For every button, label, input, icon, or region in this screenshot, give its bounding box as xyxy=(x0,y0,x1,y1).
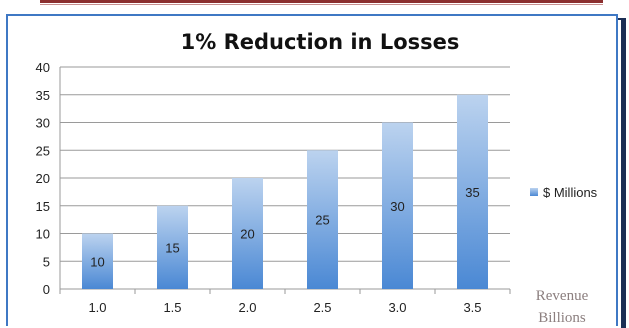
bar-data-label: 25 xyxy=(315,213,329,228)
y-tick-label: 15 xyxy=(36,199,50,214)
x-tick-label: 3.0 xyxy=(388,300,406,315)
bar-data-labels: 10 15 20 25 30 35 xyxy=(90,185,479,269)
gridlines xyxy=(59,66,511,294)
bar-data-label: 35 xyxy=(465,185,479,200)
x-tick-label: 2.0 xyxy=(238,300,256,315)
bar-data-label: 10 xyxy=(90,254,104,269)
y-tick-label: 10 xyxy=(36,227,50,242)
bar-3.5 xyxy=(457,94,488,289)
x-tick-label: 3.5 xyxy=(463,300,481,315)
header-rule xyxy=(40,0,603,3)
billions-note: Billions xyxy=(538,310,586,326)
y-tick-label: 40 xyxy=(36,60,50,75)
y-tick-label: 35 xyxy=(36,88,50,103)
y-axis-ticks: 0 5 10 15 20 25 30 35 40 xyxy=(36,60,50,297)
y-tick-label: 20 xyxy=(36,171,50,186)
legend-swatch xyxy=(530,188,538,196)
x-tick-label: 1.5 xyxy=(163,300,181,315)
bar-3.0 xyxy=(382,122,413,289)
bar-2.5 xyxy=(307,150,338,289)
bar-1.0 xyxy=(82,233,113,289)
y-tick-label: 5 xyxy=(43,254,50,269)
x-tick-label: 2.5 xyxy=(313,300,331,315)
legend: $ Millions xyxy=(530,185,598,200)
bar-2.0 xyxy=(232,178,263,289)
chart-title: 1% Reduction in Losses xyxy=(181,30,460,54)
bar-1.5 xyxy=(157,205,188,289)
bar-data-label: 15 xyxy=(165,240,179,255)
x-tick-label: 1.0 xyxy=(88,300,106,315)
bar-data-label: 30 xyxy=(390,199,404,214)
x-axis-ticks: 1.0 1.5 2.0 2.5 3.0 3.5 xyxy=(88,300,481,315)
header-rule-light xyxy=(40,4,603,5)
revenue-note: Revenue xyxy=(536,288,589,304)
bars xyxy=(82,94,488,289)
bar-data-label: 20 xyxy=(240,227,254,242)
y-tick-label: 30 xyxy=(36,116,50,131)
y-tick-label: 0 xyxy=(43,282,50,297)
legend-label: $ Millions xyxy=(543,185,598,200)
y-tick-label: 25 xyxy=(36,143,50,158)
